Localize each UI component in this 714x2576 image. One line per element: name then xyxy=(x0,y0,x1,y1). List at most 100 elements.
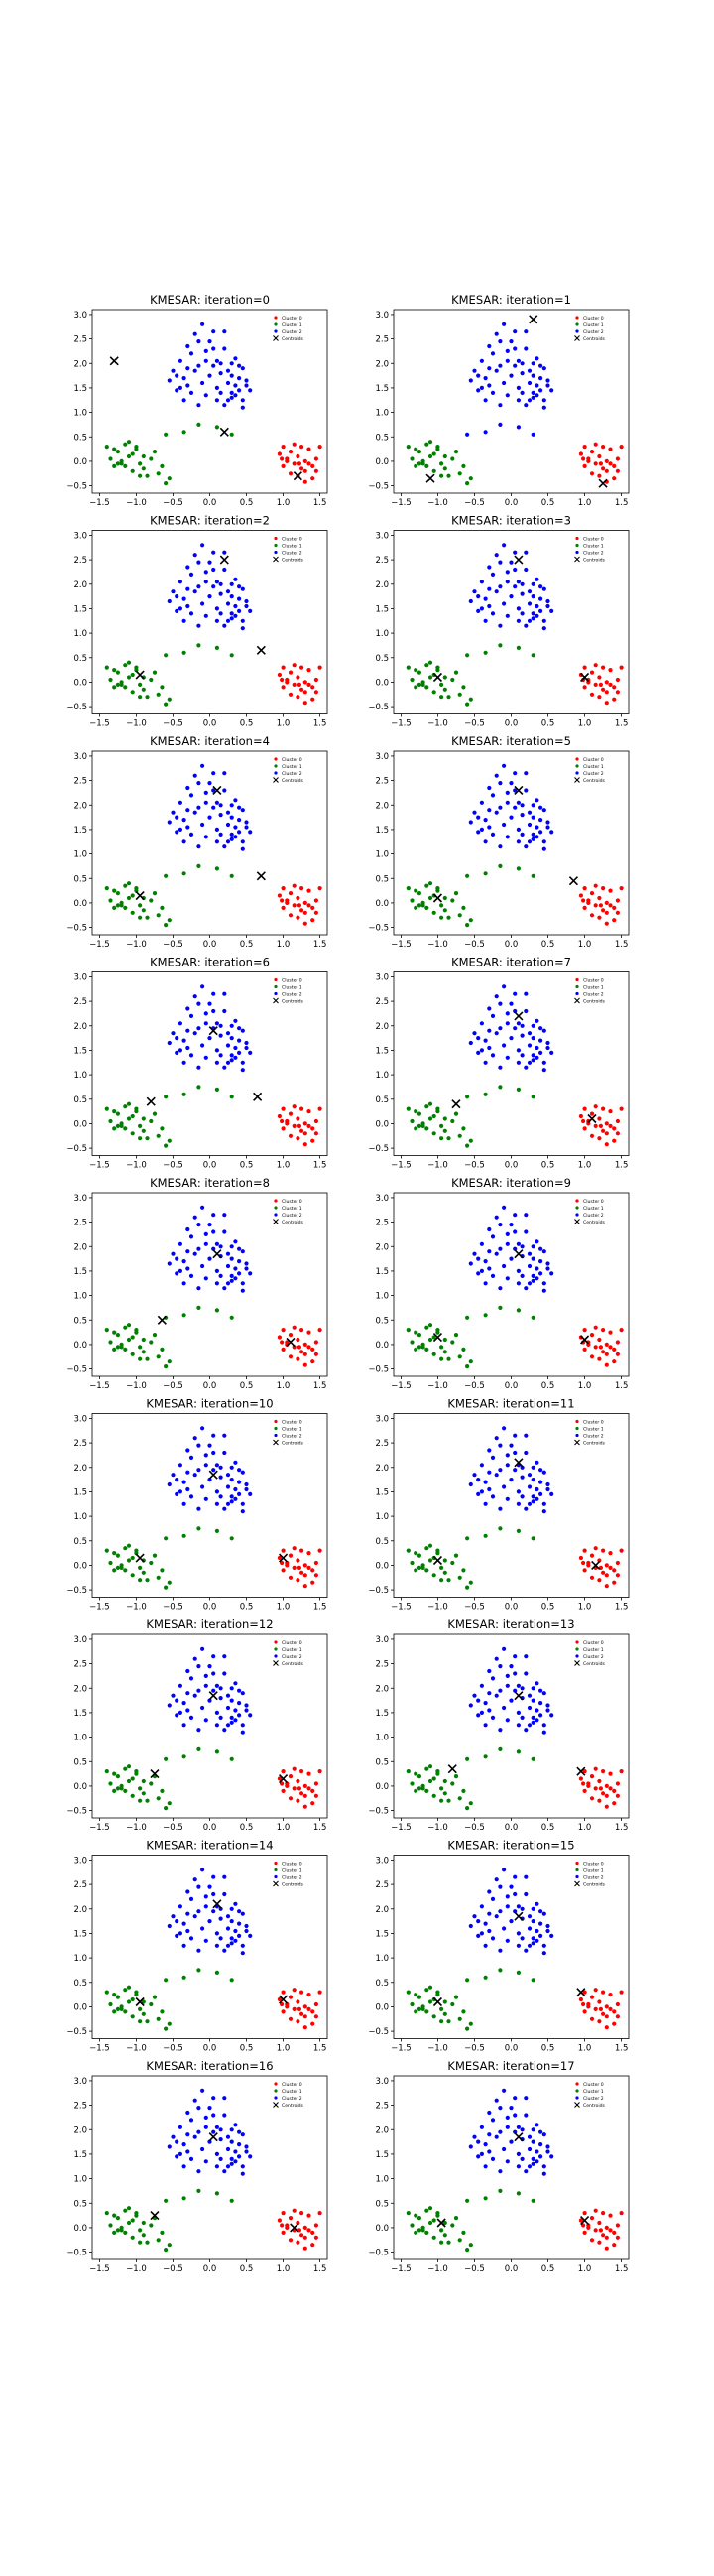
y-tick-label: 2.5 xyxy=(73,335,87,345)
data-point-cluster-0 xyxy=(582,1126,587,1131)
data-point-cluster-2 xyxy=(479,1268,484,1273)
data-point-cluster-2 xyxy=(211,1229,216,1234)
data-point-cluster-2 xyxy=(214,1048,219,1053)
data-point-cluster-0 xyxy=(310,2243,315,2248)
data-point-cluster-0 xyxy=(604,458,609,463)
legend-swatch-cluster-0 xyxy=(575,1861,579,1866)
data-point-cluster-0 xyxy=(608,903,613,908)
data-point-cluster-2 xyxy=(531,1686,536,1691)
x-tick-label: 0.0 xyxy=(505,1823,519,1833)
data-point-cluster-2 xyxy=(167,598,172,604)
y-tick-label: 1.0 xyxy=(73,1292,87,1302)
data-point-cluster-2 xyxy=(498,1065,503,1070)
data-point-cluster-2 xyxy=(476,2154,481,2159)
data-point-cluster-2 xyxy=(229,611,234,616)
legend-swatch-cluster-2 xyxy=(274,1654,278,1658)
data-point-cluster-2 xyxy=(237,1026,242,1031)
data-point-cluster-0 xyxy=(313,898,318,903)
data-point-cluster-0 xyxy=(597,2220,602,2226)
data-point-cluster-1 xyxy=(145,2240,150,2245)
data-point-cluster-1 xyxy=(427,1558,433,1563)
data-point-cluster-1 xyxy=(112,1330,117,1335)
data-point-cluster-2 xyxy=(229,1698,234,1703)
data-point-cluster-2 xyxy=(516,425,522,430)
x-tick-label: 0.0 xyxy=(203,2264,217,2274)
data-point-cluster-0 xyxy=(288,1333,294,1338)
data-point-cluster-2 xyxy=(218,832,223,837)
data-point-cluster-2 xyxy=(509,373,514,378)
data-point-cluster-1 xyxy=(145,915,150,920)
data-point-cluster-0 xyxy=(302,458,307,463)
data-point-cluster-2 xyxy=(479,827,484,833)
data-point-cluster-2 xyxy=(549,830,554,835)
data-point-cluster-0 xyxy=(604,2246,609,2251)
data-point-cluster-2 xyxy=(192,773,197,778)
data-point-cluster-2 xyxy=(244,1045,249,1051)
data-point-cluster-1 xyxy=(465,2026,470,2031)
data-point-cluster-2 xyxy=(218,813,223,818)
legend-label: Cluster 0 xyxy=(282,1419,302,1425)
data-point-cluster-1 xyxy=(461,2230,466,2235)
legend-swatch-cluster-0 xyxy=(274,757,278,761)
data-point-cluster-2 xyxy=(178,606,182,611)
data-point-cluster-2 xyxy=(188,1676,194,1681)
data-point-cluster-2 xyxy=(203,2159,208,2164)
data-point-cluster-1 xyxy=(416,1786,421,1791)
data-point-cluster-2 xyxy=(527,1060,533,1065)
data-point-cluster-1 xyxy=(134,1328,139,1333)
legend-swatch-cluster-1 xyxy=(575,322,579,326)
data-point-cluster-2 xyxy=(476,373,481,378)
data-point-cluster-0 xyxy=(280,2001,285,2007)
legend-swatch-cluster-1 xyxy=(274,764,278,768)
data-point-cluster-0 xyxy=(612,1580,617,1585)
data-point-cluster-1 xyxy=(112,2213,117,2218)
centroid-marker xyxy=(451,1099,461,1109)
legend-swatch-cluster-1 xyxy=(274,1868,278,1872)
data-point-cluster-2 xyxy=(487,586,492,591)
data-point-cluster-1 xyxy=(152,1111,158,1116)
data-point-cluster-2 xyxy=(516,839,522,844)
data-point-cluster-2 xyxy=(211,1213,216,1218)
data-point-cluster-2 xyxy=(229,1499,234,1504)
data-point-cluster-0 xyxy=(306,1109,311,1114)
data-point-cluster-2 xyxy=(513,1026,518,1031)
data-point-cluster-2 xyxy=(185,383,190,388)
data-point-cluster-2 xyxy=(502,763,507,768)
data-point-cluster-0 xyxy=(582,1788,587,1793)
x-tick-label: 1.0 xyxy=(578,719,592,729)
legend-swatch-cluster-2 xyxy=(575,1213,579,1217)
data-point-cluster-2 xyxy=(516,827,522,833)
data-point-cluster-1 xyxy=(126,1558,132,1563)
data-point-cluster-2 xyxy=(494,1914,499,1919)
data-point-cluster-1 xyxy=(439,903,444,908)
data-point-cluster-1 xyxy=(453,2216,459,2221)
data-point-cluster-0 xyxy=(612,1138,617,1143)
data-point-cluster-2 xyxy=(472,2134,477,2139)
data-point-cluster-1 xyxy=(427,440,433,445)
data-point-cluster-2 xyxy=(498,805,503,810)
y-tick-label: 0.0 xyxy=(375,1782,389,1792)
data-point-cluster-2 xyxy=(196,1664,201,1669)
centroid-marker xyxy=(579,1335,590,1345)
data-point-cluster-2 xyxy=(505,348,510,353)
data-point-cluster-0 xyxy=(299,466,304,471)
data-point-cluster-1 xyxy=(414,1993,418,1997)
data-point-cluster-2 xyxy=(196,623,201,628)
data-point-cluster-0 xyxy=(615,456,621,461)
data-point-cluster-2 xyxy=(229,1053,234,1058)
data-point-cluster-1 xyxy=(214,645,219,651)
data-point-cluster-2 xyxy=(214,1501,219,1506)
data-point-cluster-0 xyxy=(296,1116,300,1121)
data-point-cluster-1 xyxy=(126,881,132,886)
data-point-cluster-1 xyxy=(164,702,169,707)
data-point-cluster-2 xyxy=(222,403,227,408)
data-point-cluster-1 xyxy=(483,2196,488,2201)
data-point-cluster-2 xyxy=(535,2149,539,2154)
data-point-cluster-0 xyxy=(285,458,290,463)
data-point-cluster-2 xyxy=(527,2164,533,2169)
data-point-cluster-2 xyxy=(240,1730,245,1735)
data-point-cluster-1 xyxy=(126,2206,132,2211)
data-point-cluster-2 xyxy=(188,1013,194,1018)
data-point-cluster-2 xyxy=(527,1501,533,1506)
